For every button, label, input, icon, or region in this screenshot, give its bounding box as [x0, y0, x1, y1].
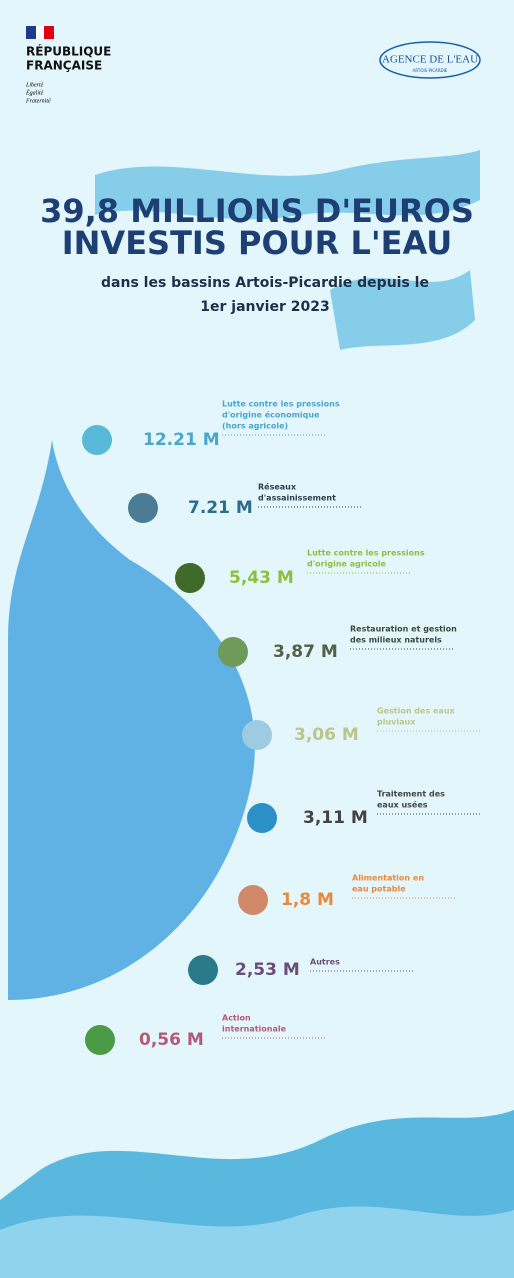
item-amount: 7.21 M [188, 498, 253, 518]
item-label: pluviaux [377, 718, 416, 727]
item-icon [247, 803, 277, 833]
item-label: Réseaux [258, 482, 297, 492]
item-amount: 5,43 M [229, 568, 294, 588]
item-amount: 3,87 M [273, 642, 338, 662]
item-amount: 3,06 M [294, 725, 359, 745]
item-label: internationale [222, 1025, 287, 1034]
item-icon [238, 885, 268, 915]
agency: AGENCE DE L'EAU [382, 54, 478, 66]
agency-sub: ARTOIS-PICARDIE [413, 68, 448, 73]
item-icon [128, 493, 158, 523]
item-icon [188, 955, 218, 985]
item-label: Traitement des [377, 790, 445, 799]
republic: RÉPUBLIQUE [26, 44, 111, 59]
item-label: d'assainissement [258, 494, 336, 503]
item-label: Lutte contre les pressions [307, 549, 425, 558]
subtitle: dans les bassins Artois-Picardie depuis … [101, 275, 429, 291]
republic: FRANÇAISE [26, 59, 102, 73]
item-label: d'origine agricole [307, 560, 387, 569]
item-label: Alimentation en [352, 874, 424, 883]
item-icon [175, 563, 205, 593]
title: INVESTIS POUR L'EAU [62, 224, 453, 262]
item-icon [85, 1025, 115, 1055]
item-icon [242, 720, 272, 750]
item-amount: 2,53 M [235, 960, 300, 980]
item-amount: 0,56 M [139, 1030, 204, 1050]
motto: Fraternité [25, 98, 51, 104]
item-label: Lutte contre les pressions [222, 400, 340, 409]
subtitle: 1er janvier 2023 [200, 299, 329, 315]
motto: Liberté [25, 82, 44, 88]
item-label: (hors agricole) [222, 422, 288, 431]
item-icon [218, 637, 248, 667]
item-label: eau potable [352, 885, 406, 894]
item-label: Action [222, 1014, 251, 1023]
page: RÉPUBLIQUE FRANÇAISE Liberté Égalité Fra… [0, 0, 514, 1278]
item-label: eaux usées [377, 800, 428, 810]
item-label: Gestion des eaux [377, 707, 456, 716]
infographic: RÉPUBLIQUE FRANÇAISE Liberté Égalité Fra… [0, 0, 514, 1278]
item-amount: 12.21 M [143, 430, 220, 450]
item-amount: 1,8 M [281, 890, 334, 910]
item-label: d'origine économique [222, 410, 320, 420]
item-label: Autres [310, 958, 340, 967]
flag-red [44, 26, 54, 39]
item-icon [82, 425, 112, 455]
flag-white [36, 26, 44, 39]
flag-blue [26, 26, 36, 39]
item-label: Restauration et gestion [350, 625, 457, 634]
motto: Égalité [25, 88, 44, 96]
item-label: des milieux naturels [350, 636, 442, 645]
item-amount: 3,11 M [303, 808, 368, 828]
